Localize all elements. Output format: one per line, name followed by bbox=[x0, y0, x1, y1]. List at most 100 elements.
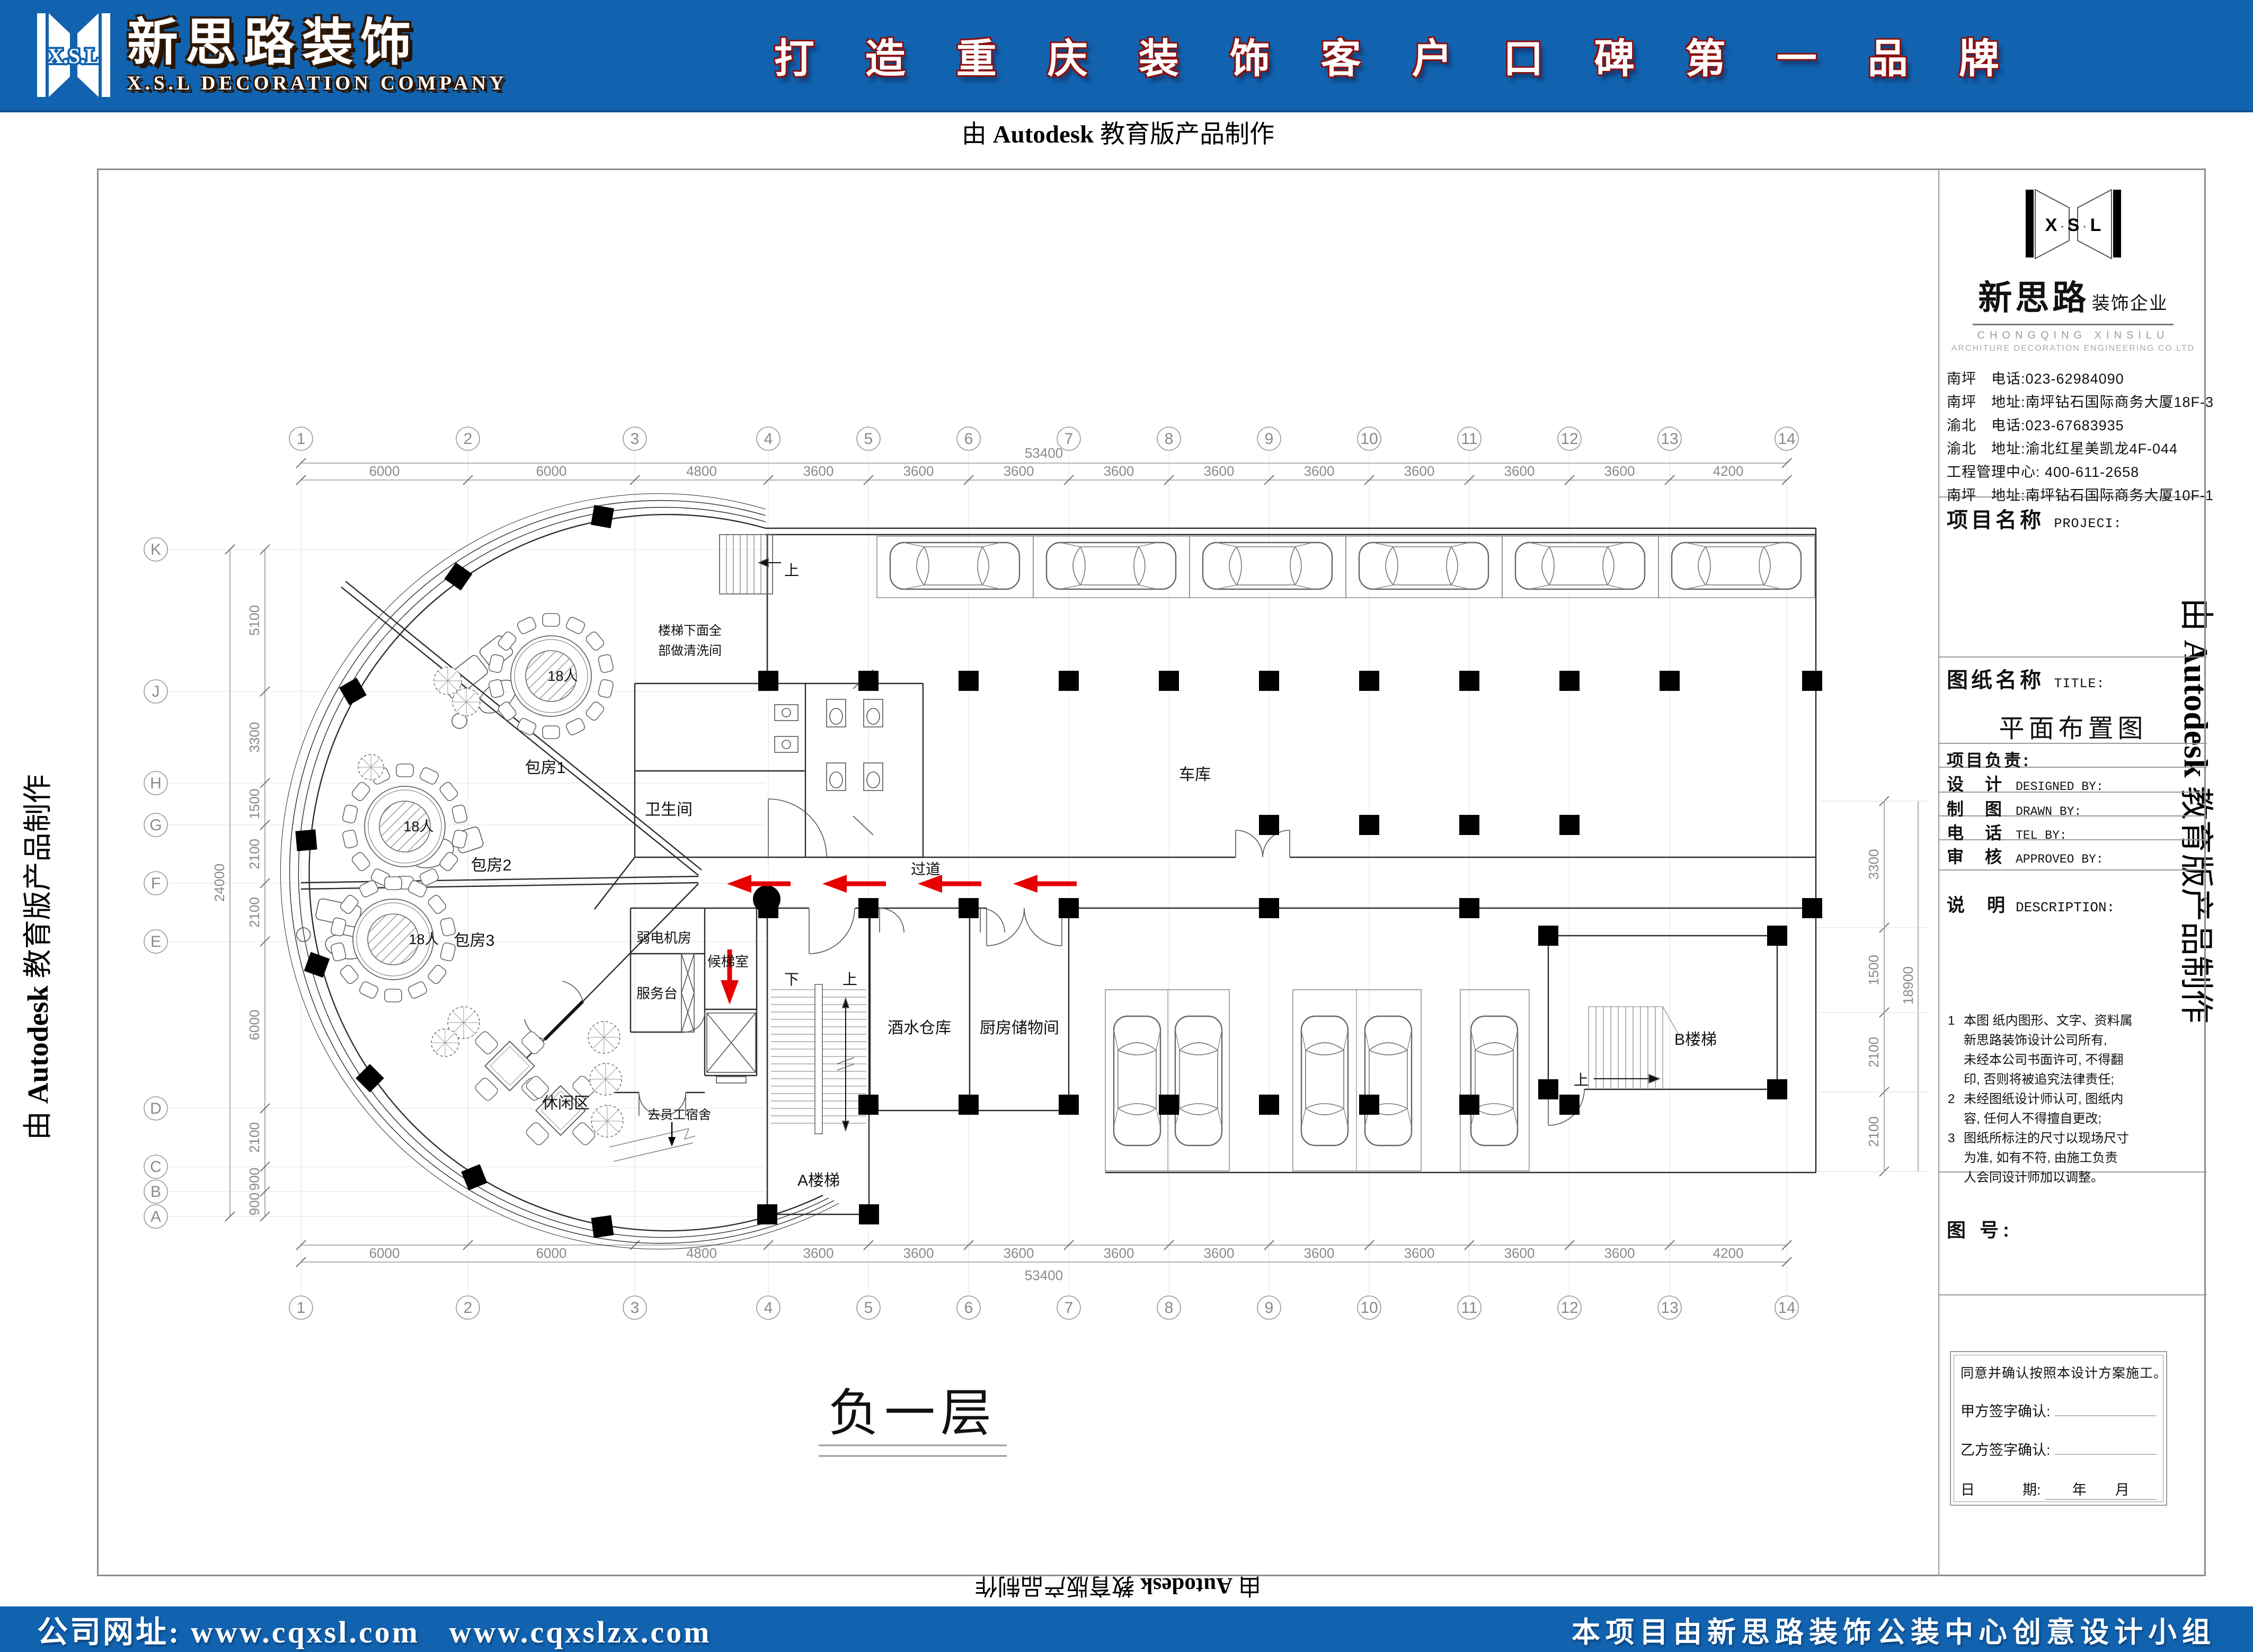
red-arrows-layer bbox=[668, 875, 1077, 1147]
title-block: X S L 新思路 装饰企业 CHONGQING XINSILU ARCHITU… bbox=[1938, 168, 2213, 1576]
room-label: 车库 bbox=[1179, 766, 1211, 784]
svg-text:14: 14 bbox=[1778, 1299, 1795, 1317]
project-label: 项目名称 bbox=[1947, 509, 2044, 532]
svg-text:3600: 3600 bbox=[1604, 463, 1635, 479]
restroom-walls bbox=[634, 535, 924, 858]
xsl-logo-icon: X.S.L bbox=[34, 10, 113, 100]
svg-text:11: 11 bbox=[1461, 430, 1477, 448]
figure-number-label: 图 号: bbox=[1947, 1219, 2013, 1241]
svg-text:3600: 3600 bbox=[1004, 463, 1034, 479]
autodesk-stamp-top: 由 Autodesk 教育版产品制作 bbox=[961, 121, 1275, 148]
xsl-bowtie-icon: X S L bbox=[2025, 189, 2121, 260]
svg-text:G: G bbox=[149, 816, 162, 834]
note-label: 楼梯下面全 bbox=[658, 624, 722, 638]
svg-text:4200: 4200 bbox=[1713, 463, 1744, 479]
down-label: 下 bbox=[784, 971, 799, 988]
room-label: 包房3 bbox=[454, 932, 495, 949]
date-label: 日 bbox=[1961, 1482, 1975, 1498]
svg-text:10: 10 bbox=[1360, 1299, 1378, 1317]
party-a-label: 甲方签字确认: bbox=[1961, 1404, 2051, 1419]
company-name-cn: 新思路装饰 bbox=[127, 14, 419, 71]
brand-en1: CHONGQING XINSILU bbox=[1977, 330, 2169, 341]
drawn-row: 制 图 DRAWN BY: bbox=[1939, 793, 2207, 819]
svg-text:A: A bbox=[150, 1208, 161, 1225]
svg-text:6000: 6000 bbox=[246, 1010, 262, 1041]
svg-text:3600: 3600 bbox=[1104, 1245, 1134, 1261]
svg-text:12: 12 bbox=[1560, 1299, 1578, 1317]
seats-label: 18人 bbox=[403, 819, 433, 834]
svg-text:9: 9 bbox=[1265, 1299, 1274, 1317]
svg-text:6: 6 bbox=[964, 1299, 973, 1317]
svg-text:11: 11 bbox=[1461, 1299, 1477, 1317]
svg-text:3600: 3600 bbox=[903, 1245, 934, 1261]
svg-text:1500: 1500 bbox=[1866, 955, 1882, 985]
company-logo: X.S.L 新思路装饰 X.S.L DECORATION COMPANY bbox=[0, 10, 508, 100]
floor-title-underline bbox=[819, 1444, 1007, 1457]
brand-type: 装饰企业 bbox=[2091, 294, 2168, 314]
round-tables-layer bbox=[330, 613, 614, 1002]
credit-text: 本项目由新思路装饰公装中心创意设计小组 bbox=[1572, 1616, 2216, 1648]
contact-line: 南坪 地址:南坪钻石国际商务大厦10F-1 bbox=[1947, 487, 2214, 503]
contact-line: 工程管理中心: 400-611-2658 bbox=[1947, 464, 2140, 480]
title-block-logo-section: X S L 新思路 装饰企业 CHONGQING XINSILU ARCHITU… bbox=[1939, 168, 2213, 503]
plan-labels-layer: 包房1 包房2 包房3 休闲区 卫生间 弱电机房 服务台 候梯室 A楼梯 B楼梯… bbox=[403, 562, 1717, 1442]
sheet-title: 平面布置图 bbox=[1999, 715, 2148, 743]
svg-text:9: 9 bbox=[1265, 430, 1274, 448]
cars-layer bbox=[876, 536, 1815, 1171]
project-name-section: 项目名称 PROJECI: bbox=[1939, 498, 2207, 658]
sheet-name-section: 图纸名称 TITLE: 平面布置图 bbox=[1939, 658, 2207, 744]
svg-text:H: H bbox=[150, 775, 162, 792]
stair-b-walls bbox=[1547, 935, 1778, 1090]
svg-text:3600: 3600 bbox=[1404, 463, 1435, 479]
svg-text:3300: 3300 bbox=[246, 722, 262, 753]
svg-text:12: 12 bbox=[1560, 430, 1578, 448]
shaft-hatch bbox=[681, 953, 695, 1033]
xsl-logo-text: X.S.L bbox=[48, 44, 100, 68]
svg-text:E: E bbox=[150, 933, 161, 951]
svg-text:13: 13 bbox=[1661, 430, 1678, 448]
room-label: B楼梯 bbox=[1674, 1031, 1717, 1049]
description-label: 说 明 bbox=[1947, 895, 2007, 916]
project-label-en: PROJECI: bbox=[2054, 516, 2122, 531]
room-label: 卫生间 bbox=[645, 801, 693, 819]
bottom-banner: 公司网址: www.cqxsl.com www.cqxslzx.com 本项目由… bbox=[0, 1606, 2253, 1652]
svg-text:3600: 3600 bbox=[803, 463, 834, 479]
svg-text:53400: 53400 bbox=[1025, 445, 1063, 461]
party-b-blank bbox=[2054, 1442, 2157, 1455]
round-table bbox=[330, 876, 456, 1002]
sheet-border bbox=[97, 168, 2206, 1576]
svg-text:3: 3 bbox=[631, 430, 640, 448]
curved-wall bbox=[289, 500, 835, 1244]
svg-text:2: 2 bbox=[464, 1299, 473, 1317]
svg-text:5: 5 bbox=[864, 1299, 873, 1317]
note-label: 部做清洗间 bbox=[658, 644, 722, 658]
restroom-fixtures bbox=[774, 669, 883, 836]
sheet-label: 图纸名称 bbox=[1947, 669, 2044, 692]
svg-text:13: 13 bbox=[1661, 1299, 1678, 1317]
up-label: 上 bbox=[784, 562, 799, 579]
svg-text:3600: 3600 bbox=[1604, 1245, 1635, 1261]
seats-label: 18人 bbox=[547, 668, 578, 684]
banner-slogan: 打造重庆装饰客户口碑第一品牌 bbox=[774, 37, 2050, 82]
exit-label: 去员工宿舍 bbox=[647, 1108, 711, 1122]
svg-text:4: 4 bbox=[764, 1299, 773, 1317]
room-label: 包房2 bbox=[471, 857, 512, 874]
elevator bbox=[706, 1012, 756, 1083]
designed-label: 设 计 bbox=[1947, 775, 2004, 794]
svg-text:6000: 6000 bbox=[369, 1245, 400, 1261]
description-notes: 1 本图 纸内图形、文字、资料属 新思路装饰设计公司所有, 未经本公司书面许可, … bbox=[1948, 1014, 2133, 1185]
svg-text:2100: 2100 bbox=[246, 839, 262, 869]
room-label: 候梯室 bbox=[707, 954, 749, 970]
svg-text:4200: 4200 bbox=[1713, 1245, 1744, 1261]
leader-row: 项目负责: bbox=[1939, 744, 2207, 770]
columns-layer bbox=[295, 504, 1822, 1238]
website-url-1: www.cqxsl.com bbox=[190, 1615, 420, 1649]
room-label: 酒水仓库 bbox=[888, 1019, 951, 1037]
contact-line: 南坪 电话:023-62984090 bbox=[1947, 371, 2124, 387]
svg-text:5: 5 bbox=[864, 430, 873, 448]
round-table bbox=[488, 613, 614, 739]
svg-text:7: 7 bbox=[1065, 1299, 1074, 1317]
svg-text:18900: 18900 bbox=[1900, 966, 1916, 1005]
